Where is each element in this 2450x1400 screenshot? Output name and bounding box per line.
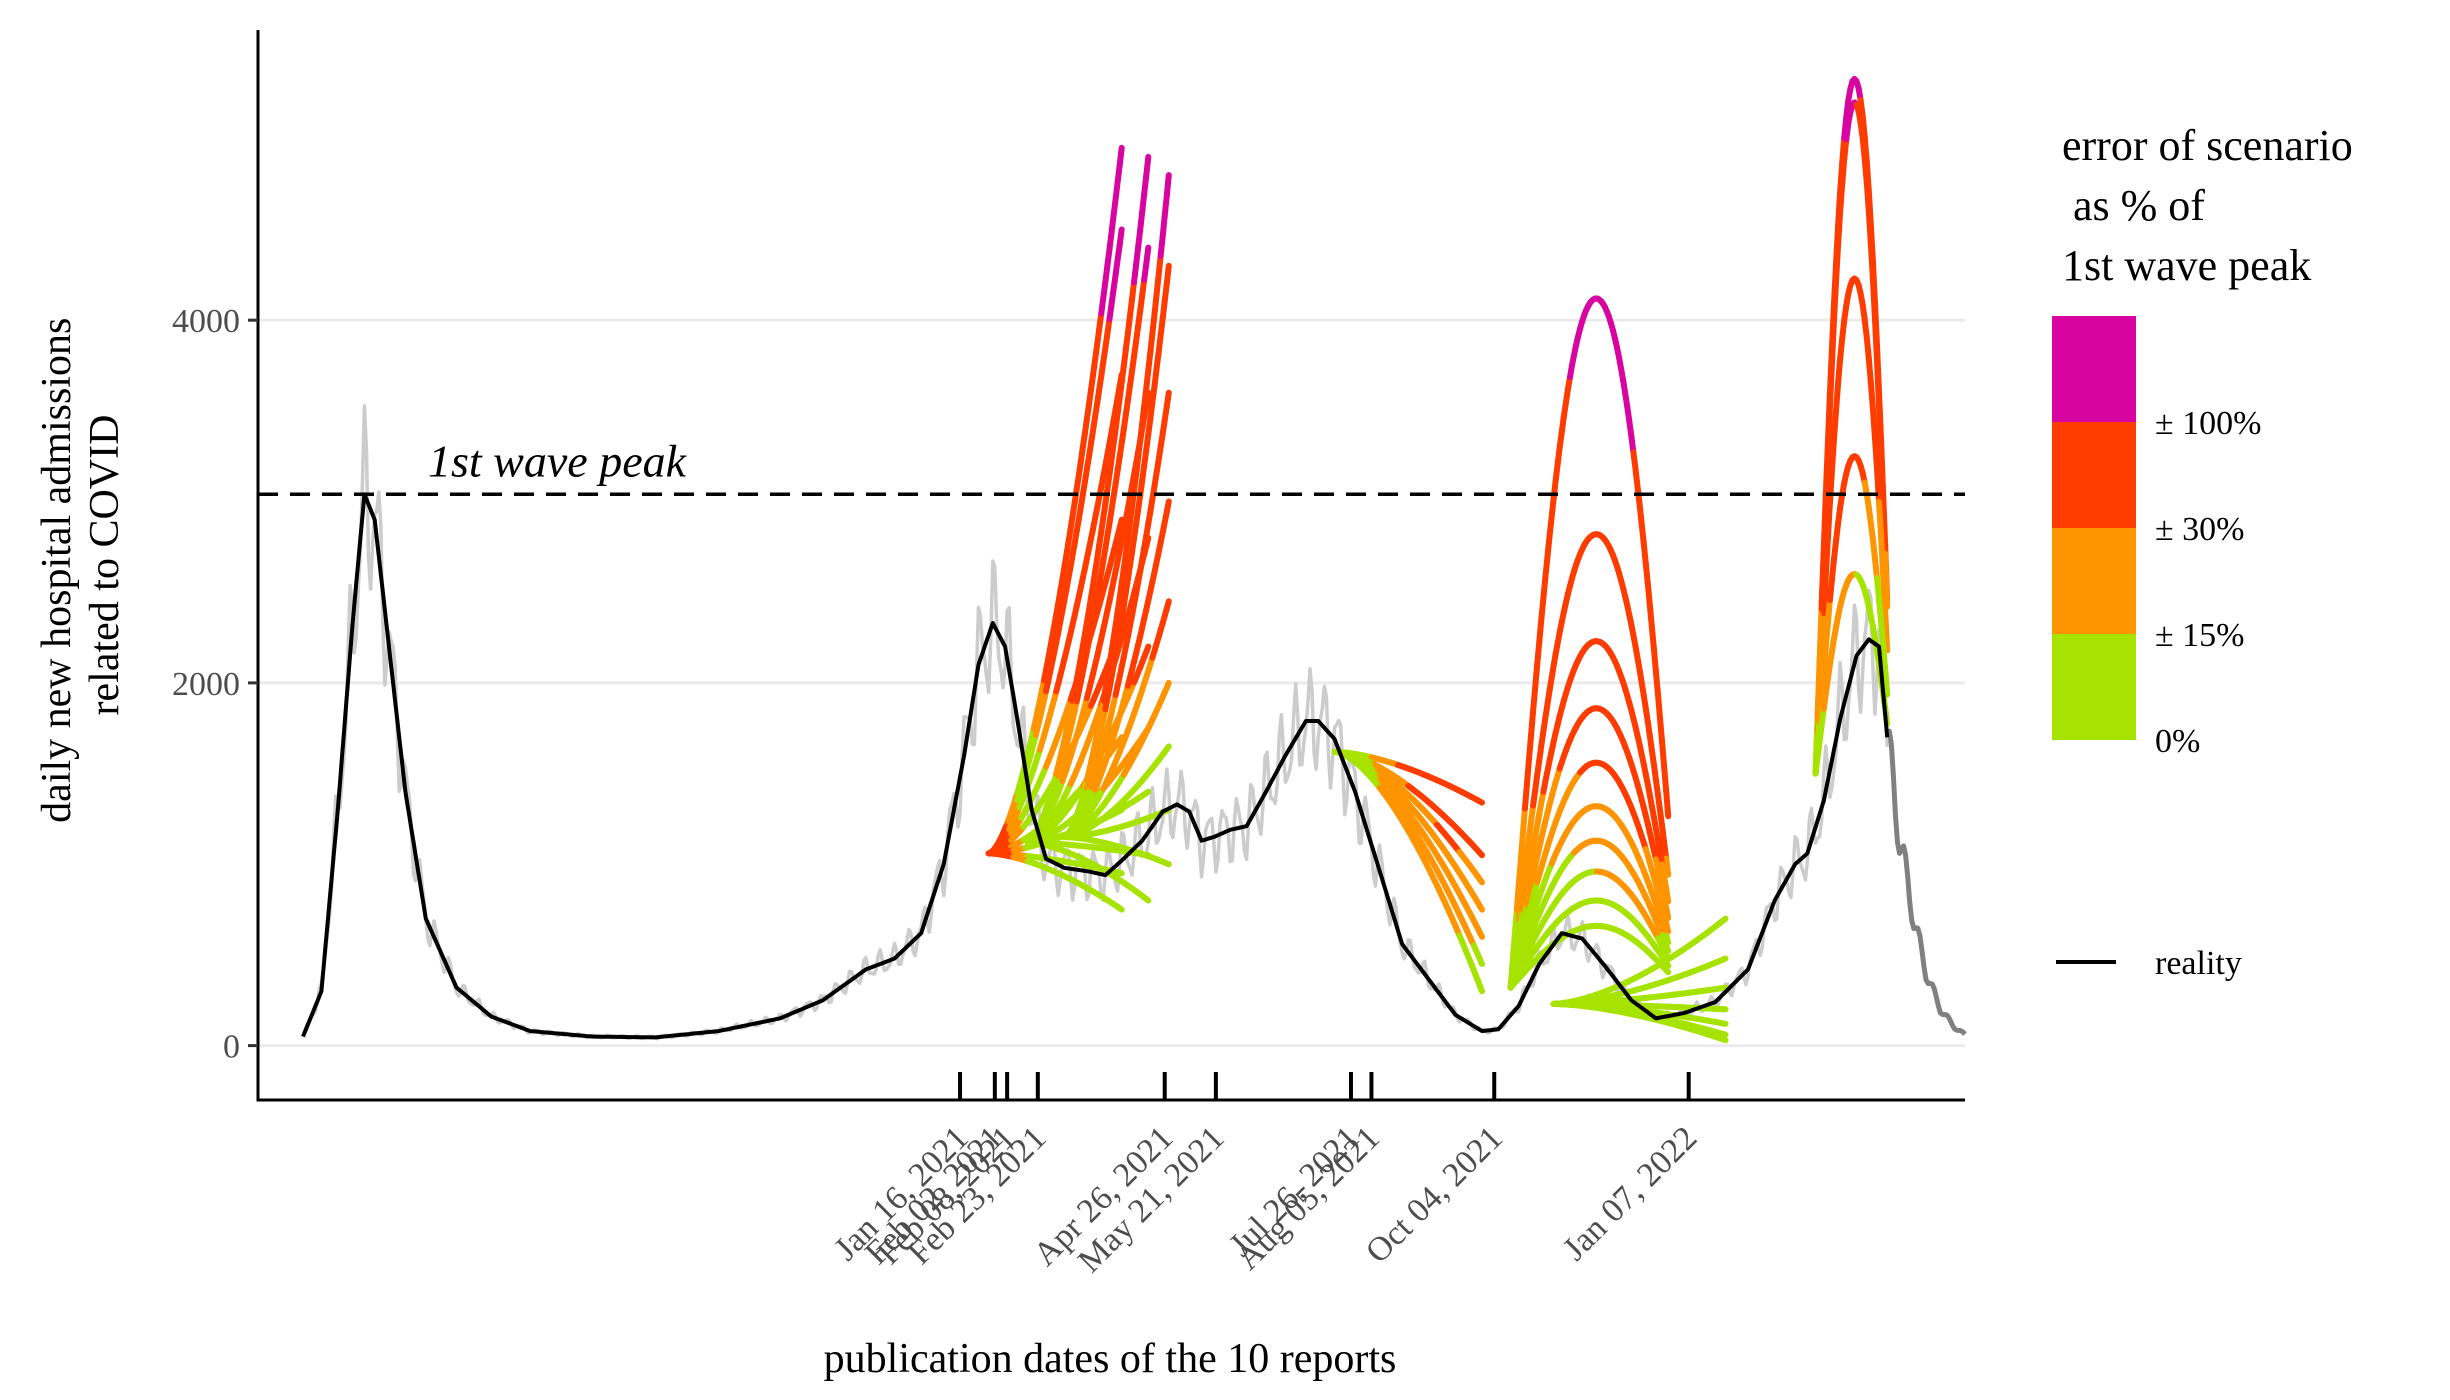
y-tick-label-1: 2000	[172, 666, 240, 703]
legend-swatch-3	[2052, 634, 2136, 740]
scenario-4-3	[1507, 705, 1672, 991]
report-date-label-7: Aug 05, 2021	[1229, 1119, 1387, 1277]
reality-raw-daily-later	[1884, 728, 1967, 1036]
y-axis-title: daily new hospital admissions related to…	[34, 307, 128, 823]
y-axis-title-line-1: daily new hospital admissions	[34, 318, 80, 823]
reference-line-group: 1st wave peak	[258, 435, 1965, 497]
legend-title-line-3: 1st wave peak	[2062, 241, 2311, 290]
x-axis-title: publication dates of the 10 reports	[824, 1336, 1397, 1382]
legend-zero-label: 0%	[2155, 723, 2200, 760]
reality-series	[301, 492, 1890, 1040]
scenario-3-4	[1331, 748, 1485, 940]
legend-swatch-1	[2052, 422, 2136, 528]
scenario-4-1	[1507, 531, 1672, 991]
scenario-4-9	[1507, 922, 1672, 991]
legend-swatch-label-1: ± 100%	[2155, 405, 2261, 442]
first-wave-peak-label: 1st wave peak	[428, 435, 688, 486]
y-tick-label-2: 4000	[172, 303, 240, 340]
report-date-label-9: Jan 07, 2022	[1556, 1119, 1704, 1267]
legend-swatch-2	[2052, 528, 2136, 634]
axes	[256, 30, 1965, 1102]
y-ticks: 0 2000 4000	[172, 303, 258, 1066]
scenario-2-6	[1061, 743, 1172, 840]
y-tick-label-0: 0	[223, 1029, 240, 1066]
scenario-4-5	[1507, 803, 1672, 991]
legend-color-scale: ± 100% ± 30% ± 15%	[2052, 316, 2261, 740]
scenario-0-8	[985, 850, 1125, 913]
scenario-5-2	[1550, 984, 1729, 1007]
scenario-1-2	[1024, 389, 1152, 846]
reality-smoothed-line	[301, 492, 1890, 1040]
legend-reality-label: reality	[2155, 945, 2242, 982]
scenario-4-0	[1507, 295, 1672, 991]
scenario-lines	[985, 76, 1891, 1044]
y-axis-title-line-2: related to COVID	[82, 415, 128, 716]
scenario-2-8	[1061, 834, 1172, 868]
legend-title-line-1: error of scenario	[2062, 121, 2353, 170]
legend-title-line-2: as % of	[2062, 181, 2205, 230]
legend: error of scenario as % of 1st wave peak …	[2052, 121, 2364, 982]
legend-swatch-label-3: ± 15%	[2155, 617, 2244, 654]
scenario-1-8	[1024, 839, 1152, 904]
legend-title: error of scenario as % of 1st wave peak	[2062, 121, 2364, 290]
legend-swatch-label-2: ± 30%	[2155, 511, 2244, 548]
legend-swatch-0	[2052, 316, 2136, 422]
